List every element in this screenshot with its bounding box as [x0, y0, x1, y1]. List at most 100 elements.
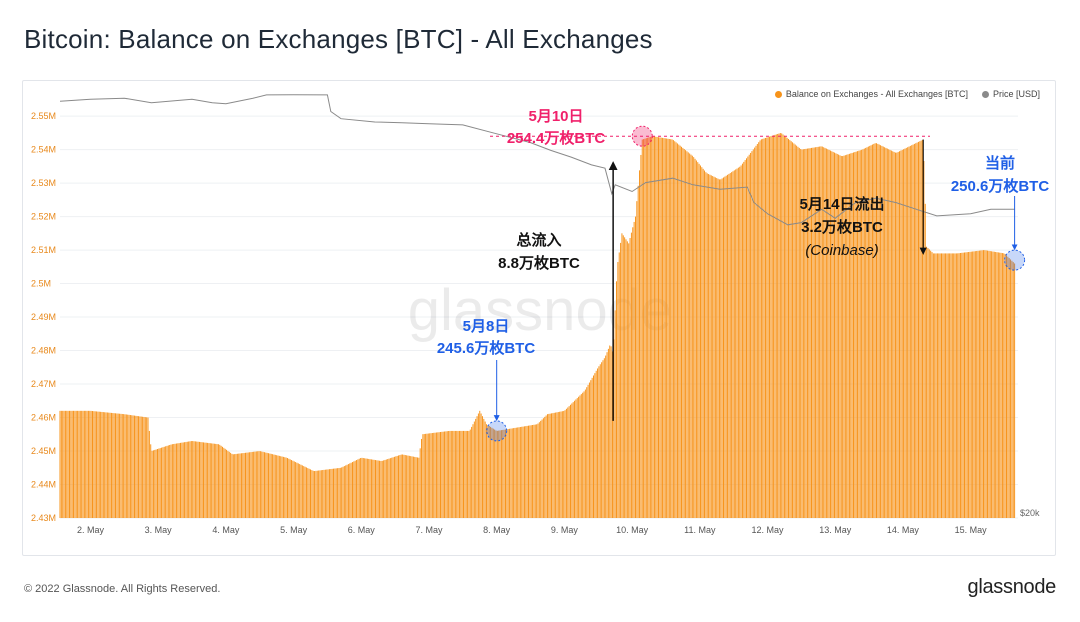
balance-bar — [842, 156, 844, 518]
balance-bar — [369, 459, 371, 518]
balance-bar — [973, 251, 975, 518]
x-tick-label: 6. May — [348, 525, 376, 535]
y-tick-label: 2.5M — [31, 279, 51, 289]
balance-bar — [790, 141, 792, 518]
balance-bar — [578, 396, 580, 518]
balance-bar — [992, 251, 994, 518]
balance-bar — [261, 451, 263, 518]
legend-item-price[interactable]: Price [USD] — [981, 89, 1040, 99]
balance-bar — [739, 166, 741, 518]
balance-bar — [792, 142, 794, 518]
balance-bar — [209, 443, 211, 518]
balance-bar — [549, 413, 551, 518]
balance-bar — [748, 154, 750, 518]
balance-bar — [293, 461, 295, 518]
balance-bar — [671, 139, 673, 518]
may8-marker — [486, 420, 508, 442]
balance-bar — [384, 459, 386, 518]
legend-item-balance[interactable]: Balance on Exchanges - All Exchanges [BT… — [774, 89, 968, 99]
balance-bar — [343, 466, 345, 518]
balance-bar — [751, 151, 753, 518]
balance-bar — [755, 145, 757, 518]
balance-bar — [383, 460, 385, 518]
balance-bar — [778, 133, 780, 518]
balance-bar — [70, 410, 72, 518]
balance-bar — [231, 453, 233, 518]
balance-bar — [315, 470, 317, 518]
balance-bar — [699, 165, 701, 518]
balance-bar — [844, 155, 846, 518]
balance-bar — [100, 411, 102, 518]
balance-bar — [435, 432, 437, 518]
balance-bar — [928, 249, 930, 518]
balance-bar — [456, 430, 458, 518]
balance-bar — [932, 253, 934, 518]
balance-bar — [472, 424, 474, 518]
balance-bar — [611, 351, 613, 518]
balance-bar — [880, 145, 882, 518]
balance-bar — [985, 250, 987, 518]
balance-bar — [874, 143, 876, 518]
balance-bar — [582, 392, 584, 518]
balance-bar — [288, 458, 290, 518]
balance-bar — [935, 253, 937, 518]
balance-bar — [705, 172, 707, 518]
balance-bar — [351, 462, 353, 518]
may14-label-source: (Coinbase) — [805, 242, 878, 259]
balance-bar — [196, 441, 198, 518]
balance-bar — [312, 470, 314, 518]
balance-bar — [67, 410, 69, 518]
balance-bar — [721, 178, 723, 518]
balance-bar — [964, 252, 966, 518]
balance-bar — [377, 460, 379, 518]
balance-bar — [760, 139, 762, 518]
balance-bar — [987, 250, 989, 518]
balance-bar — [732, 171, 734, 519]
balance-bar — [889, 149, 891, 518]
balance-bar — [846, 154, 848, 518]
balance-bar — [675, 142, 677, 518]
balance-bar — [338, 468, 340, 518]
balance-bar — [576, 398, 578, 518]
balance-bar — [725, 175, 727, 518]
balance-bar — [368, 458, 370, 518]
may10-label-date: 5月10日 — [528, 108, 583, 125]
balance-bar — [670, 139, 672, 518]
balance-bar — [438, 432, 440, 518]
balance-bar — [812, 147, 814, 518]
balance-bar — [93, 411, 95, 518]
balance-bar — [201, 442, 203, 518]
balance-bar — [109, 412, 111, 518]
balance-bar — [701, 167, 703, 518]
balance-bar — [867, 146, 869, 519]
balance-bar — [476, 416, 478, 518]
balance-bar — [591, 377, 593, 518]
balance-bar — [876, 143, 877, 518]
balance-bar — [598, 366, 600, 518]
balance-bar — [943, 253, 945, 518]
balance-bar — [637, 185, 639, 518]
balance-bar — [276, 455, 278, 518]
balance-bar — [852, 152, 854, 519]
balance-bar — [597, 368, 599, 518]
balance-bar — [946, 253, 948, 518]
balance-bar — [907, 147, 909, 518]
balance-bar — [660, 137, 662, 519]
balance-bar — [393, 456, 395, 518]
balance-bar — [282, 456, 284, 518]
balance-bar — [314, 471, 316, 518]
balance-bar — [166, 445, 168, 518]
balance-bar — [668, 138, 670, 518]
balance-bar — [1010, 259, 1012, 518]
balance-bar — [300, 464, 302, 518]
balance-bar — [426, 433, 428, 518]
balance-bar — [174, 443, 176, 518]
balance-bar — [605, 355, 607, 518]
balance-bar — [716, 178, 718, 519]
balance-bar — [781, 133, 783, 518]
balance-bar — [579, 395, 581, 518]
balance-bar — [322, 470, 324, 518]
balance-bar — [727, 174, 729, 518]
balance-bar — [461, 430, 463, 518]
